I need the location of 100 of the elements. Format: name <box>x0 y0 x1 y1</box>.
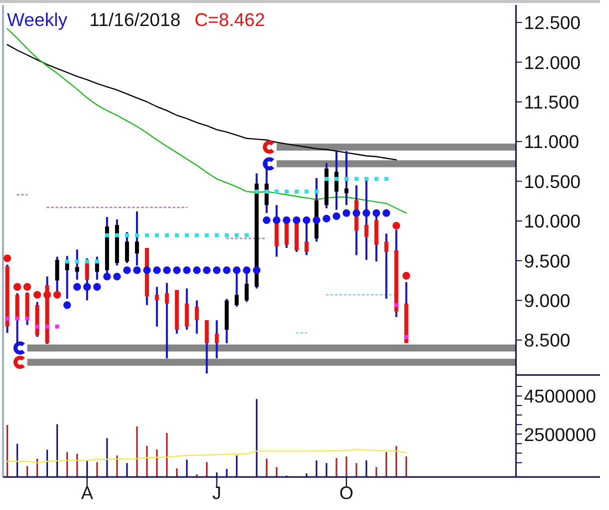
candlestick <box>214 319 219 360</box>
x-tick-label: A <box>81 483 94 503</box>
point <box>224 233 229 238</box>
point <box>5 316 10 321</box>
point <box>212 266 221 274</box>
point <box>252 266 260 274</box>
point <box>284 190 289 194</box>
point <box>33 290 42 299</box>
point <box>123 266 131 274</box>
y-tick-label: 8.500 <box>524 330 570 351</box>
x-tick-label: J <box>212 483 222 503</box>
point <box>75 259 80 264</box>
point <box>332 212 340 220</box>
y-tick-label: 12.000 <box>524 52 581 73</box>
point <box>314 190 319 194</box>
y-tick-label: 10.500 <box>524 170 581 192</box>
point <box>254 190 259 194</box>
y-tick-label: 11.500 <box>524 92 580 113</box>
y-tick-label: 9.500 <box>524 250 570 272</box>
point <box>402 272 410 280</box>
point <box>214 233 219 238</box>
point <box>105 233 110 238</box>
candlestick <box>124 231 129 264</box>
annotation: 11/16/2018 <box>89 9 181 30</box>
point <box>55 324 60 329</box>
point <box>63 301 71 309</box>
point <box>362 209 370 217</box>
y-tick-label: 12.500 <box>524 12 581 34</box>
point <box>354 176 358 181</box>
line-series <box>6 448 407 464</box>
y-tick-label: 10.000 <box>524 210 581 232</box>
point <box>392 222 400 230</box>
point <box>272 216 280 224</box>
point <box>163 266 171 274</box>
point <box>364 176 368 181</box>
point <box>113 272 121 280</box>
point <box>153 266 161 274</box>
point <box>15 316 20 321</box>
point <box>374 176 378 181</box>
point <box>384 176 388 181</box>
point <box>302 216 310 224</box>
point <box>45 324 50 329</box>
point <box>13 283 22 291</box>
y-tick-label: 11.000 <box>524 131 580 152</box>
point <box>144 233 149 238</box>
point <box>3 254 12 262</box>
point <box>194 233 199 238</box>
point <box>93 283 101 291</box>
point <box>294 190 299 194</box>
point <box>204 233 209 238</box>
point <box>382 209 390 217</box>
point <box>83 283 91 291</box>
point <box>304 190 309 194</box>
point <box>404 334 408 339</box>
candlestick <box>75 248 80 281</box>
y-tick-label: 9.000 <box>524 290 570 312</box>
point <box>133 266 141 274</box>
point <box>312 216 320 224</box>
point <box>334 176 338 181</box>
candlestick <box>184 287 189 331</box>
line-series <box>6 44 397 160</box>
point <box>282 216 290 224</box>
candlestick <box>264 162 269 214</box>
point <box>23 283 32 291</box>
x-tick-label: O <box>339 483 354 503</box>
chart-title: Weekly <box>7 9 68 30</box>
point <box>222 266 231 274</box>
candlestick <box>154 286 159 328</box>
point <box>192 266 201 274</box>
point <box>262 216 270 224</box>
point <box>184 233 189 238</box>
y-tick-label: 2500000 <box>524 424 596 445</box>
point <box>394 303 398 308</box>
point <box>292 216 300 224</box>
point <box>324 176 328 181</box>
point <box>274 190 279 194</box>
line-series <box>6 28 407 214</box>
point <box>242 266 251 274</box>
point <box>344 176 348 181</box>
candlestick <box>384 232 388 300</box>
point <box>103 272 111 280</box>
point <box>35 324 40 329</box>
point <box>43 290 52 299</box>
candlestick <box>55 256 60 293</box>
point <box>322 214 330 222</box>
candlestick <box>194 299 199 335</box>
point <box>183 266 191 274</box>
point <box>173 266 181 274</box>
candlestick <box>204 319 209 374</box>
candlestick <box>134 210 139 266</box>
candlestick <box>164 282 169 360</box>
annotation: C=8.462 <box>194 9 266 30</box>
point <box>25 316 30 321</box>
point <box>342 209 350 217</box>
point <box>372 209 380 217</box>
point <box>234 233 239 238</box>
point <box>174 233 179 238</box>
point <box>202 266 211 274</box>
point <box>164 233 169 238</box>
point <box>244 233 249 238</box>
